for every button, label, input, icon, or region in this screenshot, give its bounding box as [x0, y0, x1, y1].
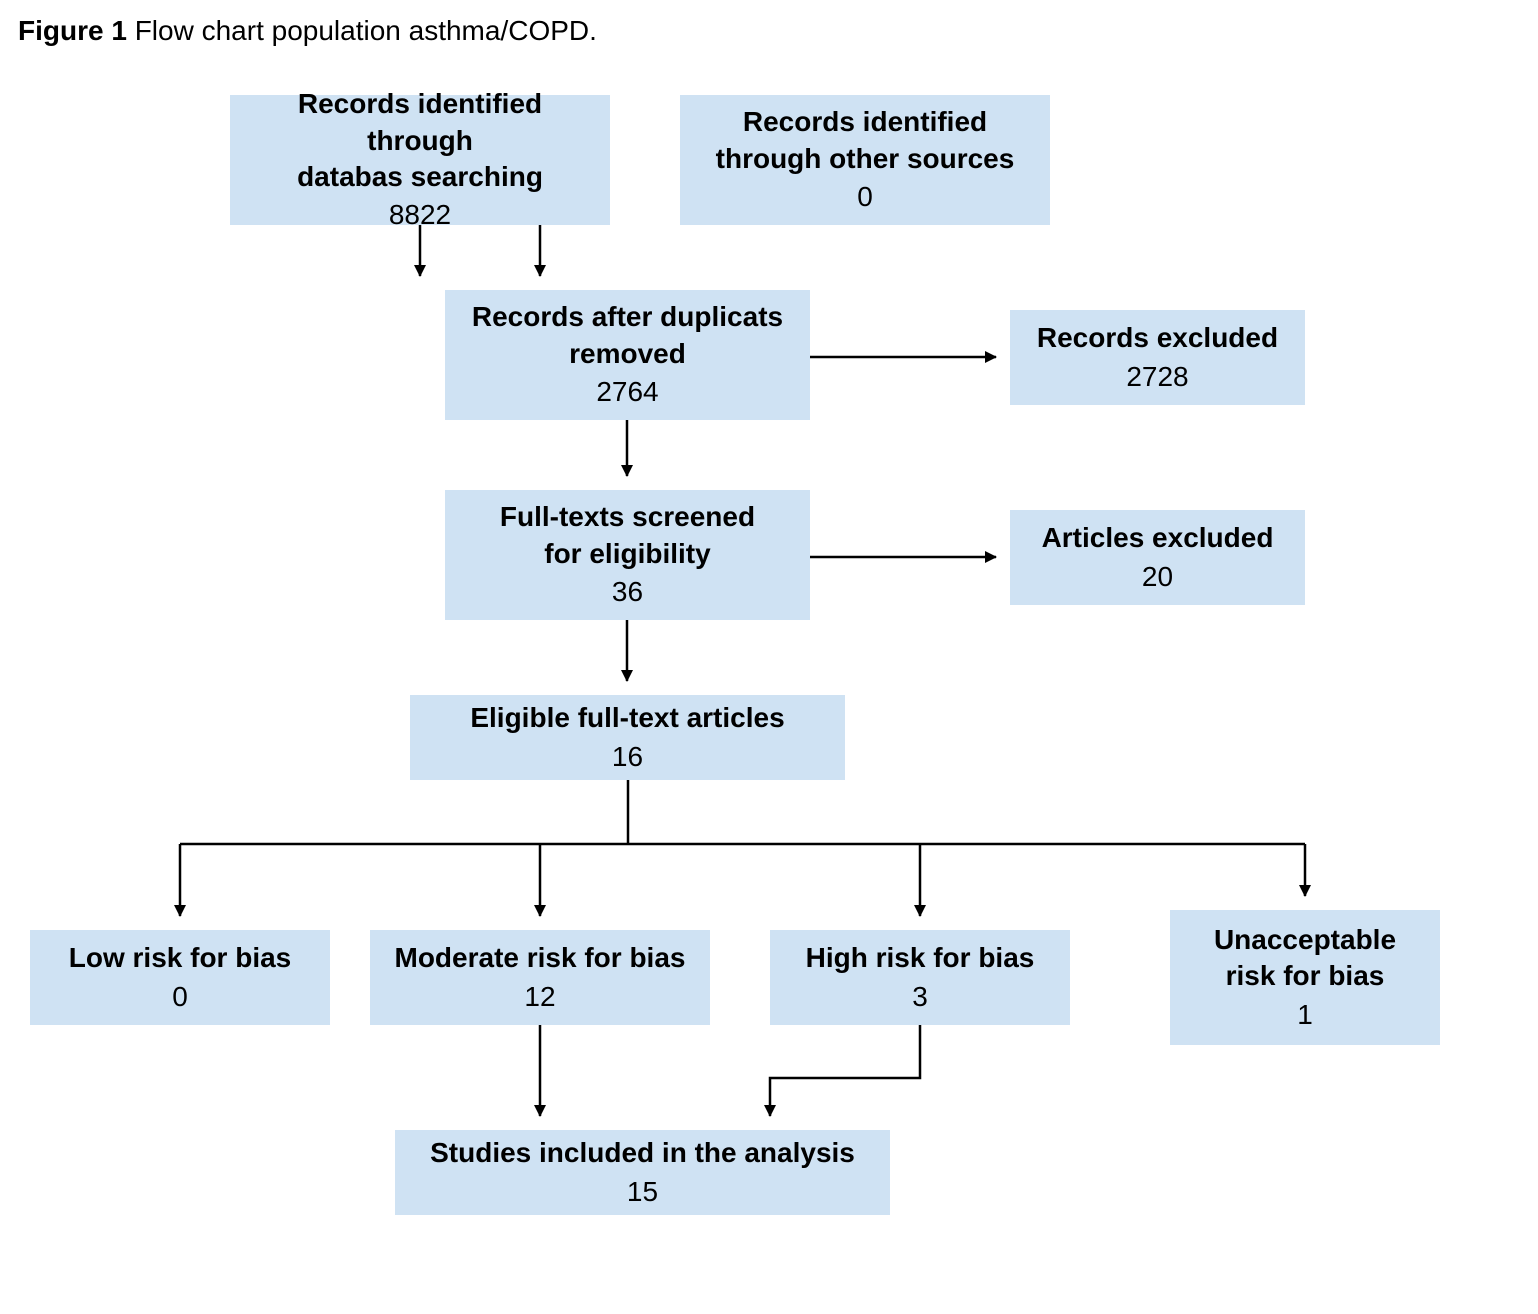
node-high-risk: High risk for bias 3 — [770, 930, 1070, 1025]
node-value: 0 — [857, 179, 873, 215]
node-after-duplicates: Records after duplicats removed 2764 — [445, 290, 810, 420]
node-studies-included: Studies included in the analysis 15 — [395, 1130, 890, 1215]
node-value: 3 — [912, 979, 928, 1015]
figure-caption-text: Flow chart population asthma/COPD. — [127, 15, 597, 46]
node-moderate-risk: Moderate risk for bias 12 — [370, 930, 710, 1025]
node-value: 20 — [1142, 559, 1173, 595]
node-label: Records after duplicats removed — [472, 299, 783, 372]
node-label: Full-texts screened for eligibility — [500, 499, 755, 572]
node-label: Records excluded — [1037, 320, 1278, 356]
node-value: 36 — [612, 574, 643, 610]
figure-caption-prefix: Figure 1 — [18, 15, 127, 46]
node-db-search: Records identified through databas searc… — [230, 95, 610, 225]
node-value: 8822 — [389, 197, 451, 233]
node-value: 15 — [627, 1174, 658, 1210]
node-label: Records identified through other sources — [716, 104, 1015, 177]
node-articles-excluded: Articles excluded 20 — [1010, 510, 1305, 605]
figure-canvas: Figure 1 Flow chart population asthma/CO… — [0, 0, 1538, 1314]
node-label: Articles excluded — [1042, 520, 1274, 556]
node-other-sources: Records identified through other sources… — [680, 95, 1050, 225]
node-label: Low risk for bias — [69, 940, 292, 976]
node-label: Moderate risk for bias — [395, 940, 686, 976]
node-value: 16 — [612, 739, 643, 775]
node-label: High risk for bias — [806, 940, 1035, 976]
node-fulltext-screened: Full-texts screened for eligibility 36 — [445, 490, 810, 620]
node-value: 2728 — [1126, 359, 1188, 395]
node-records-excluded: Records excluded 2728 — [1010, 310, 1305, 405]
node-low-risk: Low risk for bias 0 — [30, 930, 330, 1025]
node-unacceptable-risk: Unacceptable risk for bias 1 — [1170, 910, 1440, 1045]
node-label: Eligible full-text articles — [470, 700, 784, 736]
node-eligible-articles: Eligible full-text articles 16 — [410, 695, 845, 780]
node-value: 1 — [1297, 997, 1313, 1033]
node-value: 12 — [524, 979, 555, 1015]
node-label: Unacceptable risk for bias — [1214, 922, 1396, 995]
node-value: 0 — [172, 979, 188, 1015]
node-value: 2764 — [596, 374, 658, 410]
node-label: Studies included in the analysis — [430, 1135, 855, 1171]
node-label: Records identified through databas searc… — [242, 86, 598, 195]
figure-caption: Figure 1 Flow chart population asthma/CO… — [18, 15, 597, 47]
